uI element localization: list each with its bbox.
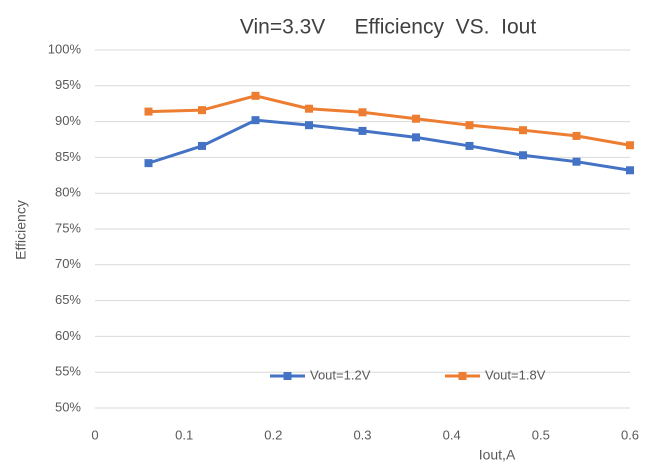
- point-marker: [251, 91, 260, 100]
- y-tick-label: 85%: [55, 149, 81, 164]
- y-tick-label: 90%: [55, 113, 81, 128]
- x-tick-label: 0: [91, 427, 98, 442]
- point-marker: [358, 108, 367, 117]
- legend-marker: [458, 372, 467, 380]
- point-marker: [412, 133, 420, 142]
- legend-label: Vout=1.2V: [310, 367, 371, 382]
- y-tick-label: 65%: [55, 292, 81, 307]
- chart-title: Vin=3.3V Efficiency VS. Iout: [240, 16, 536, 39]
- point-marker: [626, 166, 634, 175]
- point-marker: [144, 107, 153, 116]
- y-tick-label: 60%: [55, 328, 81, 343]
- point-marker: [572, 157, 581, 166]
- point-marker: [519, 151, 527, 160]
- x-tick-label: 0.6: [621, 427, 639, 442]
- point-marker: [412, 114, 420, 123]
- series-line: [148, 94, 631, 147]
- y-tick-label: 80%: [55, 185, 81, 200]
- x-axis-label: Iout,A: [479, 447, 516, 463]
- point-marker: [305, 104, 313, 113]
- point-marker: [251, 116, 260, 125]
- legend-marker: [283, 372, 292, 380]
- y-tick-label: 55%: [55, 364, 81, 379]
- legend-label: Vout=1.8V: [485, 367, 546, 382]
- point-marker: [519, 126, 527, 135]
- point-marker: [626, 141, 634, 150]
- point-marker: [465, 141, 474, 150]
- x-tick-label: 0.4: [443, 427, 461, 442]
- point-marker: [465, 121, 474, 130]
- y-tick-label: 50%: [55, 399, 81, 414]
- y-tick-label: 95%: [55, 77, 81, 92]
- x-tick-label: 0.5: [532, 427, 550, 442]
- x-tick-label: 0.2: [264, 427, 282, 442]
- y-tick-label: 100%: [48, 41, 82, 56]
- x-tick-label: 0.3: [353, 427, 371, 442]
- point-marker: [358, 126, 367, 135]
- y-tick-label: 70%: [55, 256, 81, 271]
- point-marker: [144, 159, 153, 168]
- point-marker: [305, 121, 313, 130]
- point-marker: [198, 141, 206, 150]
- y-axis-label: Efficiency: [13, 200, 29, 260]
- point-marker: [198, 106, 206, 115]
- point-marker: [572, 131, 581, 140]
- series-line: [148, 118, 631, 172]
- y-tick-label: 75%: [55, 220, 81, 235]
- x-tick-label: 0.1: [175, 427, 193, 442]
